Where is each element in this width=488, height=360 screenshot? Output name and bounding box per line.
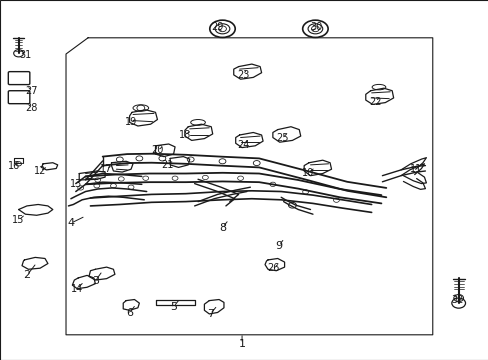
Polygon shape [41, 163, 58, 170]
Polygon shape [72, 275, 95, 289]
Text: 1: 1 [238, 339, 245, 349]
Text: 19: 19 [124, 117, 137, 127]
Polygon shape [129, 110, 157, 126]
Polygon shape [233, 64, 261, 79]
FancyBboxPatch shape [8, 72, 30, 85]
Polygon shape [204, 300, 224, 314]
Text: 14: 14 [71, 284, 83, 294]
Text: 13: 13 [69, 179, 82, 189]
Polygon shape [22, 257, 48, 269]
Polygon shape [272, 127, 300, 142]
Text: 26: 26 [267, 263, 280, 273]
Text: 32: 32 [450, 294, 463, 305]
Text: 9: 9 [275, 240, 282, 251]
Text: 5: 5 [170, 302, 177, 312]
Polygon shape [155, 144, 175, 157]
Polygon shape [184, 124, 212, 140]
Text: 8: 8 [219, 222, 225, 233]
Text: 3: 3 [92, 276, 99, 286]
Text: 21: 21 [161, 160, 173, 170]
Text: 4: 4 [67, 218, 74, 228]
Text: 15: 15 [12, 215, 25, 225]
Text: 27: 27 [25, 86, 38, 96]
Polygon shape [264, 258, 284, 271]
Polygon shape [170, 157, 189, 167]
Text: 11: 11 [408, 164, 421, 174]
Polygon shape [155, 300, 194, 305]
Polygon shape [111, 161, 133, 172]
Polygon shape [123, 300, 139, 310]
Text: 29: 29 [211, 22, 224, 32]
Polygon shape [79, 171, 105, 180]
Text: 6: 6 [126, 308, 133, 318]
Polygon shape [304, 160, 331, 176]
Text: 24: 24 [237, 140, 249, 150]
Text: 31: 31 [19, 50, 32, 60]
FancyBboxPatch shape [8, 91, 30, 104]
Text: 30: 30 [310, 22, 323, 32]
Text: 7: 7 [206, 309, 213, 319]
Polygon shape [365, 88, 393, 104]
Text: 10: 10 [301, 168, 314, 178]
Text: 18: 18 [178, 130, 191, 140]
Text: 20: 20 [151, 145, 163, 156]
Polygon shape [19, 204, 53, 215]
Polygon shape [89, 267, 115, 280]
Text: 25: 25 [276, 132, 288, 143]
Text: 17: 17 [100, 164, 113, 174]
Text: 2: 2 [23, 270, 30, 280]
Text: 16: 16 [7, 161, 20, 171]
Polygon shape [235, 132, 263, 148]
Text: 12: 12 [34, 166, 46, 176]
Text: 28: 28 [25, 103, 38, 113]
Text: 22: 22 [368, 96, 381, 107]
Text: 23: 23 [237, 70, 249, 80]
